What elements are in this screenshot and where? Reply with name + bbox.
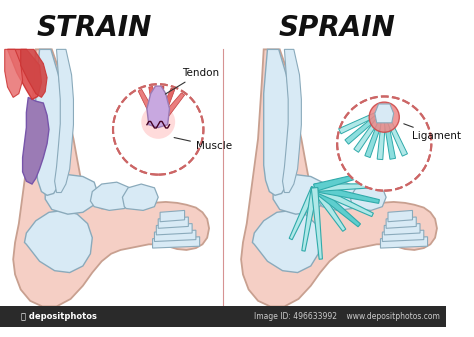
Polygon shape — [252, 210, 320, 273]
Polygon shape — [311, 187, 322, 259]
Polygon shape — [153, 237, 200, 248]
Polygon shape — [0, 306, 447, 327]
Polygon shape — [313, 184, 374, 217]
Text: STRAIN: STRAIN — [36, 14, 152, 42]
Polygon shape — [158, 217, 188, 228]
Polygon shape — [8, 49, 41, 99]
Polygon shape — [365, 110, 386, 158]
Polygon shape — [314, 173, 365, 191]
Polygon shape — [241, 49, 437, 306]
Polygon shape — [289, 186, 318, 240]
Polygon shape — [155, 86, 164, 125]
Text: Ligament: Ligament — [404, 124, 462, 141]
Polygon shape — [312, 185, 361, 227]
Polygon shape — [338, 109, 385, 134]
Polygon shape — [122, 184, 158, 210]
Polygon shape — [311, 186, 346, 231]
Polygon shape — [314, 184, 379, 203]
Polygon shape — [264, 49, 292, 195]
Text: Muscle: Muscle — [174, 137, 232, 151]
Polygon shape — [160, 210, 184, 222]
Polygon shape — [381, 237, 428, 248]
Polygon shape — [386, 217, 416, 228]
Polygon shape — [375, 104, 393, 123]
Polygon shape — [350, 184, 386, 210]
Polygon shape — [45, 175, 98, 214]
Circle shape — [113, 84, 203, 175]
Polygon shape — [354, 110, 386, 152]
Polygon shape — [383, 230, 424, 242]
Polygon shape — [91, 182, 132, 210]
Polygon shape — [36, 49, 64, 195]
Polygon shape — [138, 89, 161, 126]
Polygon shape — [13, 49, 209, 306]
Polygon shape — [5, 49, 23, 97]
Polygon shape — [21, 49, 47, 97]
Polygon shape — [383, 110, 408, 156]
Polygon shape — [383, 110, 395, 159]
Text: SPRAIN: SPRAIN — [279, 14, 396, 42]
Polygon shape — [147, 86, 170, 127]
Polygon shape — [155, 230, 196, 242]
Text: Image ID: 496633992    www.depositphotos.com: Image ID: 496633992 www.depositphotos.co… — [254, 312, 440, 321]
Polygon shape — [155, 93, 185, 127]
Polygon shape — [388, 210, 412, 222]
Text: Tendon: Tendon — [165, 68, 219, 94]
Text: Ⓣ depositphotos: Ⓣ depositphotos — [21, 312, 97, 321]
Polygon shape — [314, 184, 376, 191]
Polygon shape — [155, 88, 175, 126]
Circle shape — [337, 96, 431, 191]
Polygon shape — [345, 109, 385, 144]
Circle shape — [141, 105, 175, 139]
Polygon shape — [156, 223, 192, 235]
Polygon shape — [302, 187, 318, 251]
Polygon shape — [384, 223, 420, 235]
Polygon shape — [55, 49, 73, 192]
Polygon shape — [377, 111, 386, 160]
Polygon shape — [25, 210, 92, 273]
Polygon shape — [319, 182, 360, 210]
Polygon shape — [273, 175, 326, 214]
Polygon shape — [23, 97, 49, 184]
Polygon shape — [283, 49, 301, 192]
Polygon shape — [149, 86, 162, 125]
Circle shape — [369, 102, 399, 132]
